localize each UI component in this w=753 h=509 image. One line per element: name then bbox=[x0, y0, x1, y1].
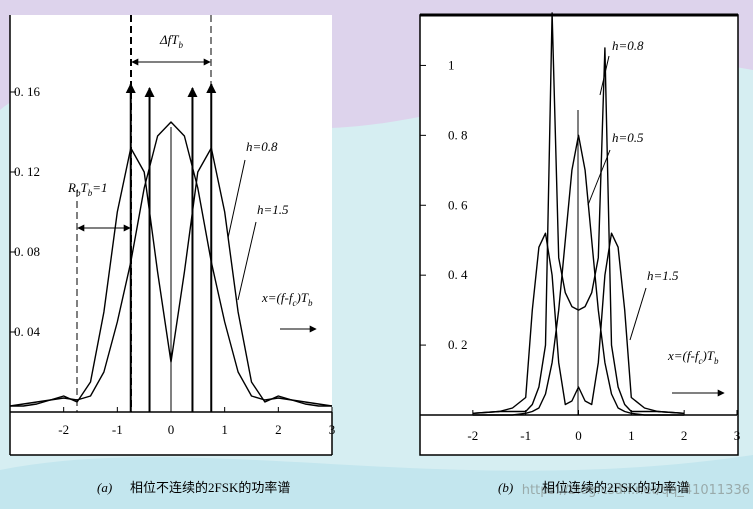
annotation: x=(f-fc)Tb bbox=[261, 290, 313, 308]
annotation-part: c bbox=[698, 356, 702, 366]
x-tick-label: -2 bbox=[467, 428, 478, 443]
annotation-part: b bbox=[714, 356, 719, 366]
annotation: x=(f-fc)Tb bbox=[667, 348, 719, 366]
x-tick-label: 3 bbox=[329, 422, 336, 437]
annotation: h=1.5 bbox=[647, 268, 679, 283]
annotation-part: b bbox=[76, 188, 81, 198]
y-tick-label: 1 bbox=[448, 57, 455, 72]
x-tick-label: 1 bbox=[628, 428, 635, 443]
y-tick-label: 0. 4 bbox=[448, 267, 468, 282]
leader-line bbox=[227, 159, 246, 239]
annotation-part: ΔfT bbox=[159, 32, 179, 47]
y-tick-label: 0. 08 bbox=[14, 244, 40, 259]
x-tick-label: 3 bbox=[734, 428, 741, 443]
annotation-part: h=0.8 bbox=[246, 139, 278, 154]
annotation: ΔfTb bbox=[159, 32, 183, 50]
annotation-part: )T bbox=[701, 348, 714, 363]
annotation-part: h=1.5 bbox=[257, 202, 289, 217]
annotation-part: c bbox=[292, 298, 296, 308]
annotation-part: h=0.8 bbox=[612, 38, 644, 53]
series-line bbox=[9, 121, 333, 407]
caption-label: (a) bbox=[97, 480, 112, 495]
x-tick-label: 2 bbox=[681, 428, 688, 443]
y-tick-label: 0. 04 bbox=[14, 324, 41, 339]
x-tick-label: 1 bbox=[221, 422, 228, 437]
annotation-part: h=1.5 bbox=[647, 268, 679, 283]
annotation: h=0.8 bbox=[246, 139, 278, 154]
series-line bbox=[472, 232, 685, 414]
y-tick-label: 0. 6 bbox=[448, 197, 468, 212]
annotation-part: R bbox=[67, 180, 76, 195]
x-tick-label: -1 bbox=[520, 428, 531, 443]
y-tick-label: 0. 8 bbox=[448, 127, 468, 142]
watermark: https://blog.csdn.net/qq_41011336 bbox=[522, 483, 750, 498]
annotation: h=0.5 bbox=[612, 130, 644, 145]
x-tick-label: -1 bbox=[112, 422, 123, 437]
y-tick-label: 0. 2 bbox=[448, 337, 468, 352]
annotation: h=1.5 bbox=[257, 202, 289, 217]
caption: 相位不连续的2FSK的功率谱 bbox=[130, 480, 290, 495]
annotation-part: T bbox=[80, 180, 88, 195]
annotation-part: x=(f-f bbox=[261, 290, 295, 305]
series-line bbox=[472, 12, 685, 414]
annotation-part: =1 bbox=[92, 180, 107, 195]
background-wave bbox=[0, 455, 753, 509]
x-tick-label: -2 bbox=[58, 422, 69, 437]
y-tick-label: 0. 12 bbox=[14, 164, 40, 179]
leader-line bbox=[587, 149, 611, 206]
series-line bbox=[10, 147, 332, 407]
x-tick-label: 2 bbox=[275, 422, 282, 437]
leader-line bbox=[629, 287, 647, 341]
annotation-part: b bbox=[88, 188, 93, 198]
caption-label: (b) bbox=[498, 480, 513, 495]
annotation-part: h=0.5 bbox=[612, 130, 644, 145]
annotation-part: )T bbox=[295, 290, 308, 305]
annotation-part: b bbox=[178, 40, 183, 50]
caption: 相位连续的2FSK的功率谱 bbox=[542, 480, 689, 495]
annotation: h=0.8 bbox=[612, 38, 644, 53]
annotation-part: x=(f-f bbox=[667, 348, 701, 363]
leader-line bbox=[237, 221, 257, 301]
annotation-part: b bbox=[308, 298, 313, 308]
x-tick-label: 0 bbox=[168, 422, 175, 437]
x-tick-label: 0 bbox=[575, 428, 582, 443]
y-tick-label: 0. 16 bbox=[14, 84, 41, 99]
annotation: RbTb=1 bbox=[67, 180, 107, 198]
series-line bbox=[472, 134, 685, 416]
